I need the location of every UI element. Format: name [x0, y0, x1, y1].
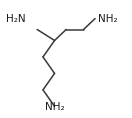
Text: H₂N: H₂N	[6, 14, 26, 23]
Text: NH₂: NH₂	[98, 14, 118, 23]
Text: NH₂: NH₂	[45, 102, 64, 112]
